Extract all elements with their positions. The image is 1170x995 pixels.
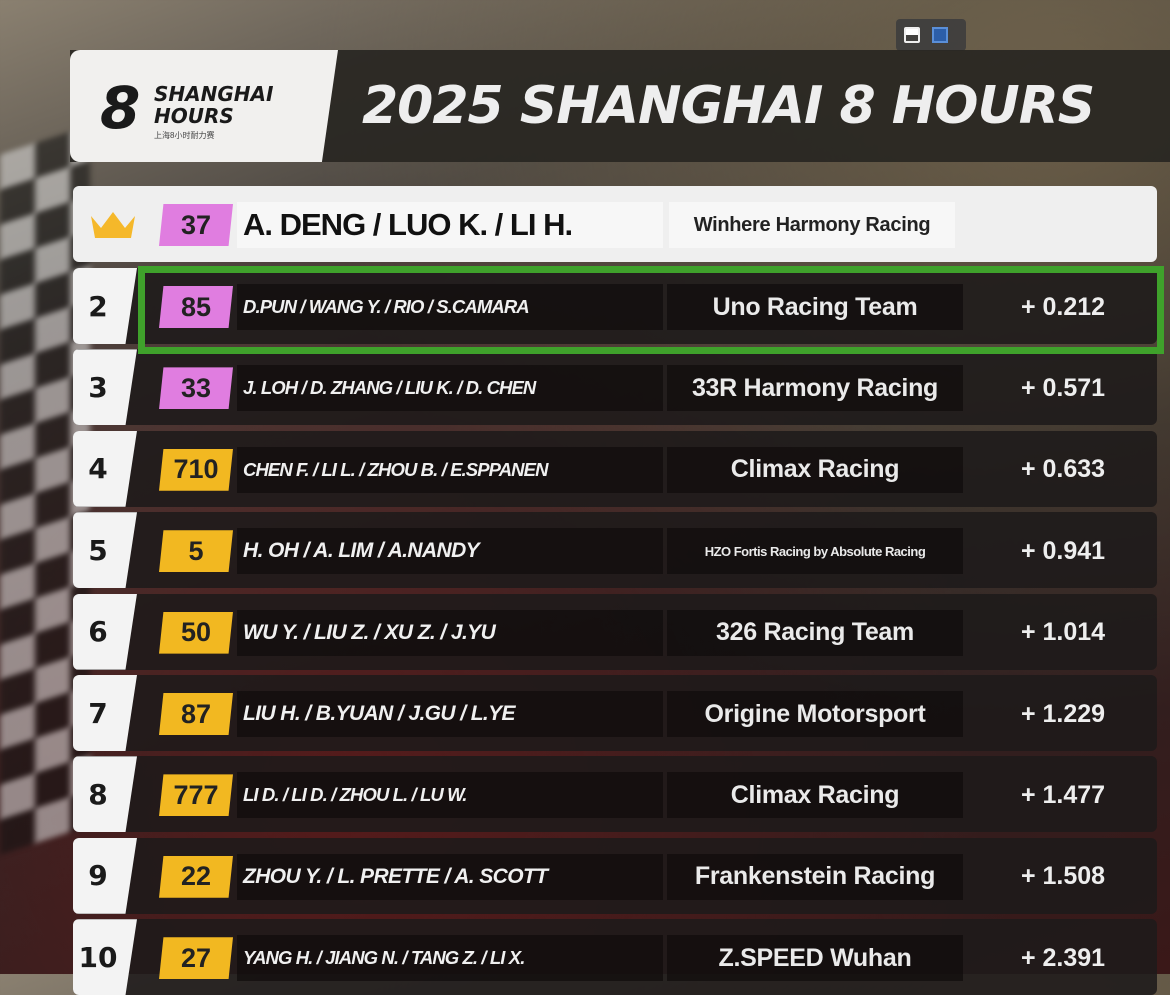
driver-names: H. OH / A. LIM / A.NANDY bbox=[237, 528, 663, 575]
standings-row: 37 A. DENG / LUO K. / LI H. Winhere Harmon… bbox=[73, 186, 1157, 262]
logo-hours: HOURS bbox=[154, 104, 234, 128]
standings-row: 8 777 LI D. / LI D. / ZHOU L. / LU W. Clima… bbox=[73, 756, 1157, 833]
team-name: Frankenstein Racing bbox=[667, 853, 963, 900]
driver-names: YANG H. / JIANG N. / TANG Z. / LI X. bbox=[237, 935, 663, 982]
driver-names: LI D. / LI D. / ZHOU L. / LU W. bbox=[237, 772, 663, 819]
car-number: 50 bbox=[159, 611, 233, 654]
gap-time: + 1.014 bbox=[1020, 618, 1106, 647]
car-number: 5 bbox=[159, 530, 233, 573]
position: 4 bbox=[73, 430, 137, 507]
position: 10 bbox=[73, 919, 137, 995]
position: 6 bbox=[73, 593, 137, 670]
team-name: Winhere Harmony Racing bbox=[669, 202, 955, 248]
standings-row: 5 5 H. OH / A. LIM / A.NANDY HZO Fortis Rac… bbox=[73, 512, 1157, 589]
position: 3 bbox=[73, 349, 137, 426]
driver-names: WU Y. / LIU Z. / XU Z. / J.YU bbox=[237, 609, 663, 656]
team-name: Origine Motorsport bbox=[667, 691, 963, 737]
standings-row: 4 710 CHEN F. / LI L. / ZHOU B. / E.SPPANE… bbox=[73, 430, 1157, 507]
crown-icon bbox=[91, 212, 135, 238]
position: 2 bbox=[73, 268, 137, 344]
standings-row: 6 50 WU Y. / LIU Z. / XU Z. / J.YU 326 Raci… bbox=[73, 593, 1157, 670]
gap-time: + 0.633 bbox=[1020, 455, 1106, 484]
page-title: 2025 SHANGHAI 8 HOURS bbox=[362, 76, 1095, 136]
driver-names: LIU H. / B.YUAN / J.GU / L.YE bbox=[237, 691, 663, 737]
position: 9 bbox=[73, 837, 137, 914]
gap-time: + 1.477 bbox=[1020, 780, 1106, 809]
standings-row: 3 33 J. LOH / D. ZHANG / LIU K. / D. CHEN 3… bbox=[73, 349, 1157, 426]
gap-time: + 0.212 bbox=[1020, 292, 1106, 321]
driver-names: ZHOU Y. / L. PRETTE / A. SCOTT bbox=[237, 853, 663, 900]
gap-time: + 1.229 bbox=[1020, 699, 1106, 728]
driver-names: J. LOH / D. ZHANG / LIU K. / D. CHEN bbox=[237, 365, 663, 412]
standings-row: 9 22 ZHOU Y. / L. PRETTE / A. SCOTT Franken… bbox=[73, 837, 1157, 914]
event-logo: 8 SHANGHAI HOURS 上海8小时耐力赛 bbox=[70, 50, 338, 162]
logo-shanghai: SHANGHAI bbox=[154, 82, 274, 106]
car-number: 22 bbox=[159, 855, 233, 898]
car-number: 710 bbox=[159, 448, 233, 491]
team-name: Uno Racing Team bbox=[667, 284, 963, 330]
team-name: 33R Harmony Racing bbox=[667, 365, 963, 412]
car-number: 87 bbox=[159, 693, 233, 735]
team-name: Climax Racing bbox=[667, 772, 963, 819]
car-number: 37 bbox=[159, 204, 233, 246]
gap-time: + 1.508 bbox=[1020, 862, 1106, 891]
car-number: 33 bbox=[159, 367, 233, 410]
team-name: Climax Racing bbox=[667, 446, 963, 493]
pip-icon[interactable] bbox=[904, 27, 920, 43]
gap-time: + 0.941 bbox=[1020, 536, 1106, 565]
window-controls bbox=[896, 19, 966, 51]
car-number: 777 bbox=[159, 774, 233, 817]
standings-row: 10 27 YANG H. / JIANG N. / TANG Z. / LI X.… bbox=[73, 919, 1157, 995]
standings-row: 7 87 LIU H. / B.YUAN / J.GU / L.YE Origine … bbox=[73, 675, 1157, 751]
position: 5 bbox=[73, 512, 137, 589]
team-name: HZO Fortis Racing by Absolute Racing bbox=[667, 528, 963, 575]
standings-row: 2 85 D.PUN / WANG Y. / RIO / S.CAMARA Uno R… bbox=[73, 268, 1157, 344]
logo-subtitle: 上海8小时耐力赛 bbox=[154, 131, 215, 140]
driver-names: D.PUN / WANG Y. / RIO / S.CAMARA bbox=[237, 284, 663, 330]
highlight-frame bbox=[138, 266, 1164, 354]
driver-names: A. DENG / LUO K. / LI H. bbox=[237, 202, 663, 248]
header-bar: 8 SHANGHAI HOURS 上海8小时耐力赛 2025 SHANGHAI … bbox=[70, 50, 1170, 162]
gap-time: + 0.571 bbox=[1020, 373, 1106, 402]
logo-eight: 8 bbox=[100, 74, 141, 142]
screen-cast-icon[interactable] bbox=[932, 27, 948, 43]
position: 7 bbox=[73, 675, 137, 751]
team-name: Z.SPEED Wuhan bbox=[667, 935, 963, 982]
team-name: 326 Racing Team bbox=[667, 609, 963, 656]
position: 8 bbox=[73, 756, 137, 833]
gap-time: + 2.391 bbox=[1020, 943, 1106, 972]
car-number: 27 bbox=[159, 937, 233, 980]
driver-names: CHEN F. / LI L. / ZHOU B. / E.SPPANEN bbox=[237, 446, 663, 493]
car-number: 85 bbox=[159, 286, 233, 328]
